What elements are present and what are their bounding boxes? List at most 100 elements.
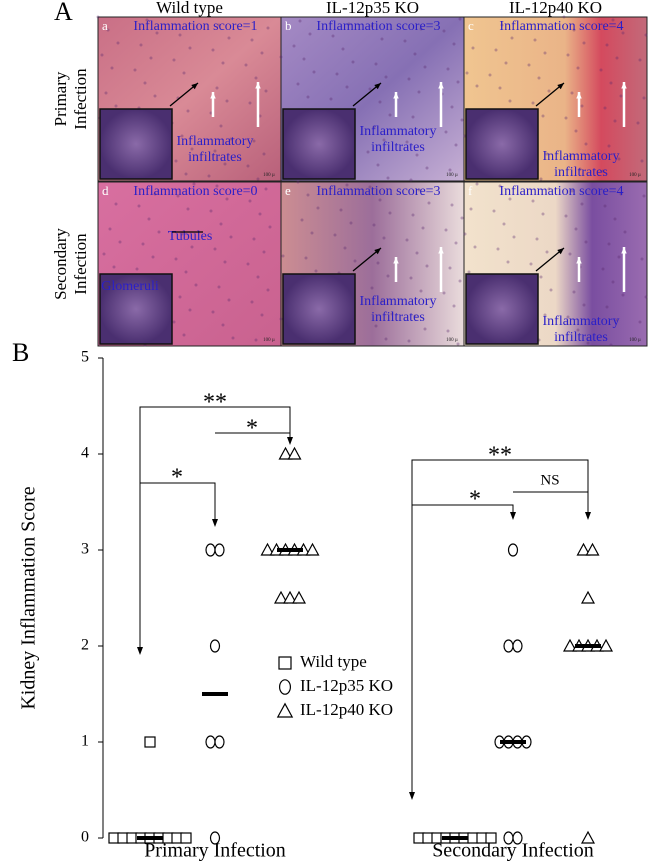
tissue-speck — [446, 67, 450, 71]
tissue-speck — [644, 33, 648, 37]
tissue-speck — [341, 47, 345, 51]
tissue-speck — [541, 212, 545, 216]
tissue-speck — [366, 150, 370, 154]
tissue-speck — [217, 285, 221, 289]
tissue-speck — [252, 139, 256, 143]
arrow-head — [212, 519, 218, 527]
tissue-speck — [475, 84, 479, 88]
tissue-speck — [500, 23, 504, 27]
tissue-speck — [386, 274, 390, 278]
tissue-speck — [186, 109, 190, 113]
tissue-speck — [619, 94, 623, 98]
tissue-speck — [502, 222, 506, 226]
data-point — [214, 543, 225, 557]
tissue-speck — [421, 128, 425, 132]
tissue-speck — [444, 228, 448, 232]
tissue-speck — [213, 247, 217, 251]
data-point — [598, 638, 614, 652]
tissue-speck — [172, 320, 176, 324]
data-point — [507, 543, 519, 557]
tissue-speck — [221, 323, 225, 327]
tissue-speck — [104, 91, 108, 95]
tissue-speck — [108, 227, 112, 231]
tissue-speck — [547, 89, 551, 93]
tissue-speck — [417, 188, 421, 192]
inset-image — [99, 273, 173, 345]
tissue-speck — [582, 41, 586, 45]
significance-label: * — [246, 416, 258, 442]
tissue-speck — [415, 251, 419, 255]
tissue-speck — [331, 34, 335, 38]
inset-image — [99, 108, 173, 180]
tissue-speck — [549, 288, 553, 292]
tissue-speck — [250, 300, 254, 304]
tissue-speck — [640, 159, 644, 163]
scale-bar: 100 µ — [263, 173, 275, 178]
tissue-speck — [413, 52, 417, 56]
tissue-speck — [114, 104, 118, 108]
tissue-speck — [339, 208, 343, 212]
tissue-speck — [256, 177, 260, 181]
tissue-speck — [292, 44, 296, 48]
tissue-speck — [471, 46, 475, 50]
annotation: Tubules — [168, 229, 213, 244]
panel-letter: f — [468, 183, 473, 198]
tissue-speck — [442, 29, 446, 33]
tissue-speck — [572, 290, 576, 294]
tissue-speck — [306, 95, 310, 99]
tissue-speck — [250, 38, 254, 42]
significance-bracket — [139, 406, 291, 652]
tissue-speck — [638, 320, 642, 324]
tissue-speck — [312, 70, 316, 74]
annotation: Inflammatory — [543, 149, 620, 164]
tissue-speck — [642, 194, 646, 198]
inflammation-score: Inflammation score=3 — [316, 184, 440, 199]
tissue-speck — [149, 56, 153, 60]
tissue-speck — [642, 96, 646, 100]
panel-letter: a — [102, 18, 108, 33]
tissue-speck — [543, 313, 547, 317]
annotation: infiltrates — [371, 140, 425, 155]
data-point — [512, 639, 523, 653]
tissue-speck — [252, 237, 256, 241]
tissue-speck — [458, 17, 462, 21]
tissue-speck — [182, 71, 186, 75]
tissue-speck — [607, 144, 611, 148]
tissue-speck — [423, 327, 427, 331]
tissue-speck — [547, 187, 551, 191]
arrow-head — [393, 257, 399, 264]
tissue-speck — [227, 36, 231, 40]
tissue-speck — [494, 48, 498, 52]
data-point — [209, 639, 221, 653]
tissue-speck — [372, 125, 376, 129]
legend-label: IL-12p40 KO — [300, 700, 393, 719]
tissue-speck — [605, 43, 609, 47]
tissue-speck — [576, 66, 580, 70]
tissue-speck — [110, 66, 114, 70]
tissue-speck — [452, 304, 456, 308]
tissue-speck — [368, 87, 372, 91]
tissue-speck — [570, 189, 574, 193]
tissue-speck — [217, 23, 221, 27]
tissue-speck — [450, 203, 454, 207]
tissue-speck — [407, 339, 411, 343]
panel-letter: d — [102, 183, 109, 198]
data-point — [291, 590, 307, 604]
arrow-head — [255, 82, 261, 89]
tissue-speck — [347, 22, 351, 26]
tissue-speck — [178, 33, 182, 37]
tissue-speck — [155, 31, 159, 35]
tissue-speck — [409, 276, 413, 280]
tissue-speck — [613, 119, 617, 123]
arrow-head — [374, 248, 381, 255]
legend-label: Wild type — [300, 652, 367, 671]
scale-bar: 100 µ — [629, 338, 641, 343]
tissue-speck — [147, 217, 151, 221]
tissue-speck — [231, 336, 235, 340]
tissue-speck — [413, 314, 417, 318]
tissue-speck — [508, 99, 512, 103]
tissue-speck — [508, 197, 512, 201]
tissue-speck — [510, 36, 514, 40]
data-point — [503, 639, 514, 653]
tissue-speck — [448, 266, 452, 270]
